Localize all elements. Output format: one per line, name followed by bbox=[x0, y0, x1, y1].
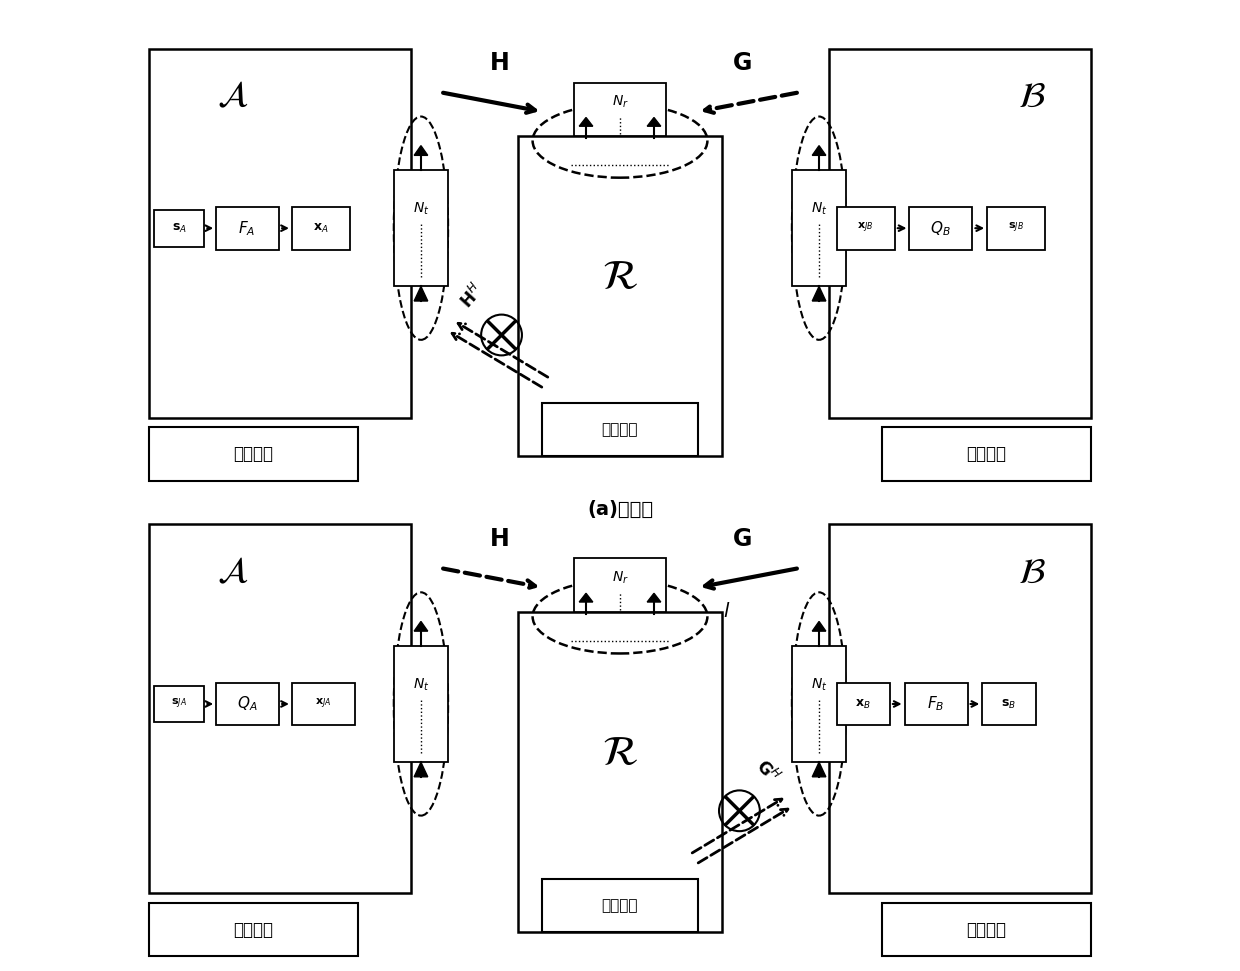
Text: $\mathbf{H}^H$: $\mathbf{H}^H$ bbox=[456, 281, 489, 312]
Polygon shape bbox=[812, 286, 826, 301]
Bar bbox=[574, 83, 666, 136]
Polygon shape bbox=[812, 146, 826, 155]
Bar bbox=[792, 170, 846, 286]
Bar bbox=[216, 207, 279, 250]
Bar bbox=[291, 683, 355, 725]
Text: $l$: $l$ bbox=[723, 602, 730, 620]
Text: $\mathbf{G}$: $\mathbf{G}$ bbox=[732, 51, 751, 75]
Text: 广播阶段: 广播阶段 bbox=[966, 921, 1006, 939]
Polygon shape bbox=[579, 117, 593, 126]
Text: $\mathbf{s}_{JA}$: $\mathbf{s}_{JA}$ bbox=[171, 697, 187, 711]
Text: $N_r$: $N_r$ bbox=[611, 94, 629, 110]
Polygon shape bbox=[647, 593, 661, 602]
Text: $\mathbf{x}_B$: $\mathbf{x}_B$ bbox=[854, 697, 870, 711]
Text: $\mathbf{H}$: $\mathbf{H}$ bbox=[489, 51, 508, 75]
Bar bbox=[828, 524, 1091, 893]
Polygon shape bbox=[812, 621, 826, 631]
Text: 广播阶段: 广播阶段 bbox=[233, 446, 273, 463]
Text: $Q_B$: $Q_B$ bbox=[930, 218, 951, 238]
Polygon shape bbox=[647, 117, 661, 126]
Text: $\mathbf{G}$: $\mathbf{G}$ bbox=[732, 527, 751, 551]
Text: 前一时隙: 前一时隙 bbox=[601, 422, 639, 437]
Text: $\mathbf{s}_A$: $\mathbf{s}_A$ bbox=[171, 221, 187, 235]
Bar bbox=[542, 403, 698, 456]
Text: $F_B$: $F_B$ bbox=[926, 694, 945, 714]
Text: $F_A$: $F_A$ bbox=[238, 218, 255, 238]
Polygon shape bbox=[579, 593, 593, 602]
Bar bbox=[518, 612, 722, 932]
Text: $N_r$: $N_r$ bbox=[611, 570, 629, 586]
Text: $\mathcal{B}$: $\mathcal{B}$ bbox=[1018, 555, 1045, 589]
Text: $\mathcal{A}$: $\mathcal{A}$ bbox=[217, 555, 248, 589]
Text: $\mathbf{x}_{JA}$: $\mathbf{x}_{JA}$ bbox=[315, 697, 331, 711]
Text: $N_t$: $N_t$ bbox=[811, 677, 827, 692]
Bar bbox=[904, 683, 967, 725]
Bar bbox=[291, 207, 350, 250]
Bar bbox=[149, 903, 358, 956]
Text: $\mathbf{H}$: $\mathbf{H}$ bbox=[489, 527, 508, 551]
Text: 前一时隙: 前一时隙 bbox=[601, 898, 639, 913]
Text: $\mathcal{R}$: $\mathcal{R}$ bbox=[603, 255, 637, 298]
Text: $Q_A$: $Q_A$ bbox=[237, 694, 258, 714]
Bar bbox=[542, 879, 698, 932]
Bar bbox=[792, 646, 846, 762]
Bar bbox=[882, 427, 1091, 481]
Polygon shape bbox=[414, 146, 428, 155]
Text: $N_t$: $N_t$ bbox=[413, 201, 429, 217]
Bar bbox=[216, 683, 279, 725]
Text: $\mathbf{s}_B$: $\mathbf{s}_B$ bbox=[1001, 697, 1016, 711]
Text: $\mathbf{x}_{JB}$: $\mathbf{x}_{JB}$ bbox=[857, 221, 874, 235]
Bar bbox=[394, 170, 448, 286]
Text: $\mathcal{A}$: $\mathcal{A}$ bbox=[217, 80, 248, 114]
Text: $\mathbf{x}_A$: $\mathbf{x}_A$ bbox=[314, 221, 329, 235]
Polygon shape bbox=[414, 762, 428, 777]
Text: 中继阶段: 中继阶段 bbox=[966, 446, 1006, 463]
Bar bbox=[149, 524, 412, 893]
Bar bbox=[882, 903, 1091, 956]
Bar bbox=[987, 207, 1045, 250]
Bar bbox=[149, 427, 358, 481]
Bar bbox=[154, 210, 205, 247]
Text: $\mathbf{s}_{JB}$: $\mathbf{s}_{JB}$ bbox=[1008, 221, 1024, 235]
Text: 中继阶段: 中继阶段 bbox=[233, 921, 273, 939]
Polygon shape bbox=[414, 286, 428, 301]
Text: $\mathcal{B}$: $\mathcal{B}$ bbox=[1018, 80, 1045, 114]
Bar bbox=[149, 49, 412, 418]
Bar bbox=[574, 558, 666, 612]
Polygon shape bbox=[812, 762, 826, 777]
Text: $\mathbf{G}^H$: $\mathbf{G}^H$ bbox=[751, 756, 784, 787]
Bar bbox=[154, 686, 205, 722]
Bar bbox=[837, 207, 895, 250]
Text: $N_t$: $N_t$ bbox=[413, 677, 429, 692]
Text: $N_t$: $N_t$ bbox=[811, 201, 827, 217]
Text: $\mathcal{R}$: $\mathcal{R}$ bbox=[603, 731, 637, 774]
Bar bbox=[909, 207, 972, 250]
Text: (a)奇时隙: (a)奇时隙 bbox=[587, 500, 653, 519]
Bar bbox=[837, 683, 890, 725]
Polygon shape bbox=[414, 621, 428, 631]
Bar bbox=[828, 49, 1091, 418]
Bar bbox=[518, 136, 722, 456]
Bar bbox=[394, 646, 448, 762]
Bar bbox=[982, 683, 1035, 725]
